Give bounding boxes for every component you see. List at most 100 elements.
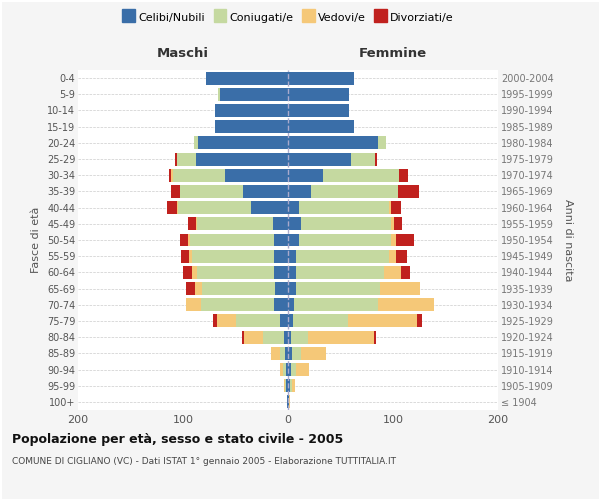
Bar	[284, 379, 285, 392]
Bar	[288, 363, 291, 376]
Y-axis label: Anni di nascita: Anni di nascita	[563, 198, 573, 281]
Bar	[172, 169, 173, 181]
Bar	[288, 169, 323, 181]
Bar	[296, 266, 383, 279]
Text: COMUNE DI CIGLIANO (VC) - Dati ISTAT 1° gennaio 2005 - Elaborazione TUTTITALIA.I: COMUNE DI CIGLIANO (VC) - Dati ISTAT 1° …	[12, 458, 396, 466]
Bar	[280, 314, 288, 328]
Bar	[274, 298, 288, 311]
Bar	[274, 266, 288, 279]
Bar	[285, 379, 286, 392]
Bar	[391, 201, 401, 214]
Bar	[379, 298, 434, 311]
Bar	[180, 185, 243, 198]
Bar	[206, 72, 288, 85]
Bar	[323, 169, 400, 181]
Bar	[288, 72, 354, 85]
Bar	[398, 185, 419, 198]
Bar	[288, 298, 295, 311]
Bar	[296, 282, 380, 295]
Bar	[173, 169, 225, 181]
Bar	[311, 185, 398, 198]
Bar	[288, 266, 296, 279]
Bar	[292, 379, 295, 392]
Bar	[194, 282, 202, 295]
Bar	[215, 104, 288, 117]
Bar	[396, 250, 407, 262]
Bar	[288, 282, 296, 295]
Bar	[288, 250, 296, 262]
Bar	[286, 363, 288, 376]
Bar	[188, 218, 196, 230]
Bar	[176, 152, 196, 166]
Bar	[251, 201, 288, 214]
Bar	[244, 330, 263, 344]
Bar	[220, 88, 288, 101]
Bar	[299, 234, 391, 246]
Bar	[292, 347, 301, 360]
Bar	[288, 379, 290, 392]
Bar	[295, 298, 379, 311]
Bar	[190, 234, 274, 246]
Bar	[197, 218, 274, 230]
Bar	[394, 218, 403, 230]
Bar	[391, 218, 394, 230]
Bar	[181, 250, 189, 262]
Bar	[288, 396, 289, 408]
Bar	[288, 88, 349, 101]
Bar	[169, 169, 172, 181]
Bar	[242, 330, 244, 344]
Bar	[275, 282, 288, 295]
Bar	[286, 379, 288, 392]
Bar	[288, 314, 293, 328]
Bar	[175, 152, 176, 166]
Bar	[225, 169, 288, 181]
Bar	[389, 201, 391, 214]
Bar	[202, 282, 275, 295]
Bar	[288, 218, 301, 230]
Bar	[196, 152, 288, 166]
Bar	[201, 298, 274, 311]
Bar	[188, 234, 190, 246]
Bar	[283, 363, 286, 376]
Bar	[291, 363, 296, 376]
Bar	[288, 201, 299, 214]
Bar	[274, 218, 288, 230]
Bar	[289, 396, 290, 408]
Bar	[167, 201, 176, 214]
Bar	[176, 201, 178, 214]
Text: Maschi: Maschi	[157, 48, 209, 60]
Y-axis label: Fasce di età: Fasce di età	[31, 207, 41, 273]
Bar	[288, 152, 351, 166]
Bar	[290, 379, 292, 392]
Bar	[288, 330, 291, 344]
Bar	[197, 266, 274, 279]
Bar	[186, 282, 194, 295]
Bar	[193, 136, 198, 149]
Bar	[215, 120, 288, 133]
Bar	[301, 218, 391, 230]
Bar	[293, 314, 348, 328]
Bar	[308, 330, 374, 344]
Bar	[296, 363, 309, 376]
Bar	[196, 218, 197, 230]
Bar	[379, 136, 386, 149]
Bar	[178, 201, 251, 214]
Bar	[396, 234, 414, 246]
Bar	[271, 347, 280, 360]
Bar	[374, 330, 376, 344]
Bar	[383, 266, 401, 279]
Bar	[288, 120, 354, 133]
Bar	[291, 330, 308, 344]
Bar	[417, 314, 422, 328]
Bar	[172, 185, 180, 198]
Bar	[280, 347, 285, 360]
Bar	[288, 185, 311, 198]
Bar	[183, 266, 193, 279]
Bar	[391, 234, 396, 246]
Bar	[401, 266, 410, 279]
Text: Popolazione per età, sesso e stato civile - 2005: Popolazione per età, sesso e stato civil…	[12, 432, 343, 446]
Bar	[348, 314, 417, 328]
Bar	[186, 298, 201, 311]
Bar	[193, 250, 274, 262]
Bar	[288, 347, 292, 360]
